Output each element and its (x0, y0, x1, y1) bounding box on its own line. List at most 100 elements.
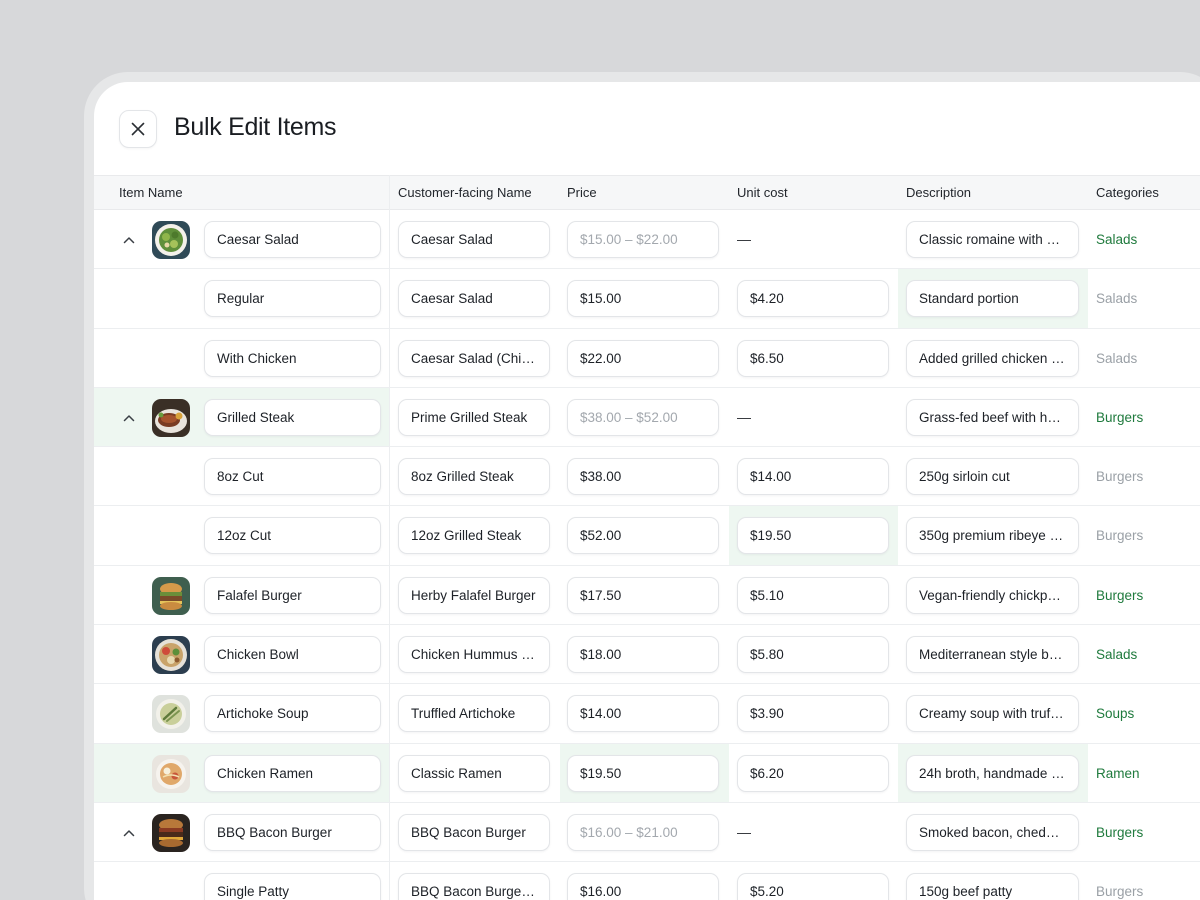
price-field[interactable]: $16.00 – $21.00 (567, 813, 719, 851)
description-field[interactable]: Smoked bacon, cheddar,... (906, 813, 1079, 851)
category-link[interactable]: Salads (1096, 291, 1138, 307)
customer-name-field[interactable]: Caesar Salad (398, 280, 550, 318)
table-row: BBQ Bacon Burger BBQ Bacon Burger $16.00 –… (94, 803, 1200, 863)
description-field[interactable]: 350g premium ribeye cut (906, 517, 1079, 555)
unit-cost-field[interactable]: $5.10 (737, 576, 889, 614)
customer-name-field[interactable]: BBQ Bacon Burger (398, 813, 550, 851)
bulk-edit-panel: Bulk Edit Items Item Name Customer-facin… (94, 82, 1200, 900)
unit-cost-empty: — (737, 823, 751, 840)
table-row: Chicken Ramen Classic Ramen $19.50 $6.20 24h… (94, 743, 1200, 803)
item-name-field[interactable]: 12oz Cut (204, 517, 381, 555)
soup-thumbnail (152, 695, 190, 734)
price-field[interactable]: $38.00 – $52.00 (567, 398, 719, 436)
item-name-field[interactable]: With Chicken (204, 339, 381, 377)
item-name-field[interactable]: 8oz Cut (204, 458, 381, 496)
item-name-field[interactable]: Grilled Steak (204, 398, 381, 436)
customer-name-field[interactable]: Truffled Artichoke (398, 695, 550, 733)
column-divider (389, 175, 390, 900)
customer-name-field[interactable]: 12oz Grilled Steak (398, 517, 550, 555)
category-link[interactable]: Burgers (1096, 587, 1144, 603)
table-row: Single Patty BBQ Bacon Burger (Si... $16.0… (94, 862, 1200, 900)
item-name-field[interactable]: BBQ Bacon Burger (204, 813, 381, 851)
item-name-field[interactable]: Falafel Burger (204, 576, 381, 614)
item-name-field[interactable]: Caesar Salad (204, 221, 381, 258)
unit-cost-field[interactable]: $6.50 (737, 339, 889, 377)
category-link[interactable]: Ramen (1096, 765, 1140, 781)
table-row: Grilled Steak Prime Grilled Steak $38.00 –… (94, 387, 1200, 448)
category-link[interactable]: Burgers (1096, 528, 1144, 544)
category-link[interactable]: Burgers (1096, 409, 1144, 425)
unit-cost-field[interactable]: $14.00 (737, 458, 889, 496)
price-field[interactable]: $15.00 (567, 280, 719, 318)
category-link[interactable]: Salads (1096, 350, 1138, 366)
table-row: Caesar Salad Caesar Salad $15.00 – $22.00 —… (94, 210, 1200, 270)
price-field[interactable]: $16.00 (567, 873, 719, 900)
description-field[interactable]: Added grilled chicken bre... (906, 339, 1079, 377)
unit-cost-field[interactable]: $3.90 (737, 695, 889, 733)
item-name-field[interactable]: Chicken Ramen (204, 754, 381, 792)
price-field[interactable]: $38.00 (567, 458, 719, 496)
burger-thumbnail (152, 576, 190, 615)
description-field[interactable]: Vegan-friendly chickpea... (906, 576, 1079, 614)
category-link[interactable]: Soups (1096, 706, 1135, 722)
table-row: 8oz Cut 8oz Grilled Steak $38.00 $14.00 250g… (94, 447, 1200, 507)
unit-cost-field[interactable]: $19.50 (737, 517, 889, 555)
description-field[interactable]: 250g sirloin cut (906, 458, 1079, 496)
description-field[interactable]: Standard portion (906, 280, 1079, 318)
description-field[interactable]: 24h broth, handmade no... (906, 754, 1079, 792)
price-field[interactable]: $19.50 (567, 754, 719, 792)
price-field[interactable]: $14.00 (567, 695, 719, 733)
item-name-field[interactable]: Regular (204, 280, 381, 318)
price-field[interactable]: $52.00 (567, 517, 719, 555)
column-header-customer-name[interactable]: Customer-facing Name (398, 185, 532, 200)
customer-name-field[interactable]: BBQ Bacon Burger (Si... (398, 873, 550, 900)
unit-cost-field[interactable]: $4.20 (737, 280, 889, 318)
unit-cost-field[interactable]: $5.80 (737, 636, 889, 674)
column-header-price[interactable]: Price (567, 185, 597, 200)
bbq-thumbnail (152, 813, 190, 852)
price-field[interactable]: $15.00 – $22.00 (567, 221, 719, 258)
description-field[interactable]: Grass-fed beef with herb... (906, 398, 1079, 436)
table-row: Chicken Bowl Chicken Hummus Bowl $18.00 $5.… (94, 625, 1200, 685)
column-header-item-name[interactable]: Item Name (119, 185, 183, 200)
customer-name-field[interactable]: Prime Grilled Steak (398, 398, 550, 436)
table-row: Artichoke Soup Truffled Artichoke $14.00 $3… (94, 684, 1200, 744)
item-name-field[interactable]: Artichoke Soup (204, 695, 381, 733)
column-header-categories[interactable]: Categories (1096, 185, 1159, 200)
chevron-up-icon[interactable] (121, 232, 137, 248)
chevron-up-icon[interactable] (121, 825, 137, 841)
price-field[interactable]: $22.00 (567, 339, 719, 377)
customer-name-field[interactable]: Classic Ramen (398, 754, 550, 792)
price-field[interactable]: $18.00 (567, 636, 719, 674)
table-row: With Chicken Caesar Salad (Chicken) $22.00… (94, 329, 1200, 388)
description-field[interactable]: Creamy soup with truffle... (906, 695, 1079, 733)
table-body: Caesar Salad Caesar Salad $15.00 – $22.00 —… (94, 210, 1200, 900)
unit-cost-field[interactable]: $6.20 (737, 754, 889, 792)
category-link[interactable]: Salads (1096, 232, 1138, 247)
category-link[interactable]: Burgers (1096, 469, 1144, 485)
salad-thumbnail (152, 221, 190, 259)
column-header-unit-cost[interactable]: Unit cost (737, 185, 788, 200)
close-button[interactable] (119, 110, 157, 148)
category-link[interactable]: Burgers (1096, 884, 1144, 900)
customer-name-field[interactable]: Caesar Salad (Chicken) (398, 339, 550, 377)
category-link[interactable]: Burgers (1096, 824, 1144, 840)
item-name-field[interactable]: Single Patty (204, 873, 381, 900)
unit-cost-empty: — (737, 408, 751, 425)
category-link[interactable]: Salads (1096, 647, 1138, 663)
unit-cost-field[interactable]: $5.20 (737, 873, 889, 900)
chevron-up-icon[interactable] (121, 410, 137, 426)
item-name-field[interactable]: Chicken Bowl (204, 636, 381, 674)
price-field[interactable]: $17.50 (567, 576, 719, 614)
table-header: Item Name Customer-facing Name Price Uni… (94, 175, 1200, 210)
table-row: Falafel Burger Herby Falafel Burger $17.50… (94, 566, 1200, 626)
customer-name-field[interactable]: 8oz Grilled Steak (398, 458, 550, 496)
column-header-description[interactable]: Description (906, 185, 972, 200)
customer-name-field[interactable]: Herby Falafel Burger (398, 576, 550, 614)
unit-cost-empty: — (737, 231, 751, 247)
description-field[interactable]: Classic romaine with par... (906, 221, 1079, 258)
customer-name-field[interactable]: Chicken Hummus Bowl (398, 636, 550, 674)
customer-name-field[interactable]: Caesar Salad (398, 221, 550, 258)
description-field[interactable]: Mediterranean style bowl... (906, 636, 1079, 674)
description-field[interactable]: 150g beef patty (906, 873, 1079, 900)
